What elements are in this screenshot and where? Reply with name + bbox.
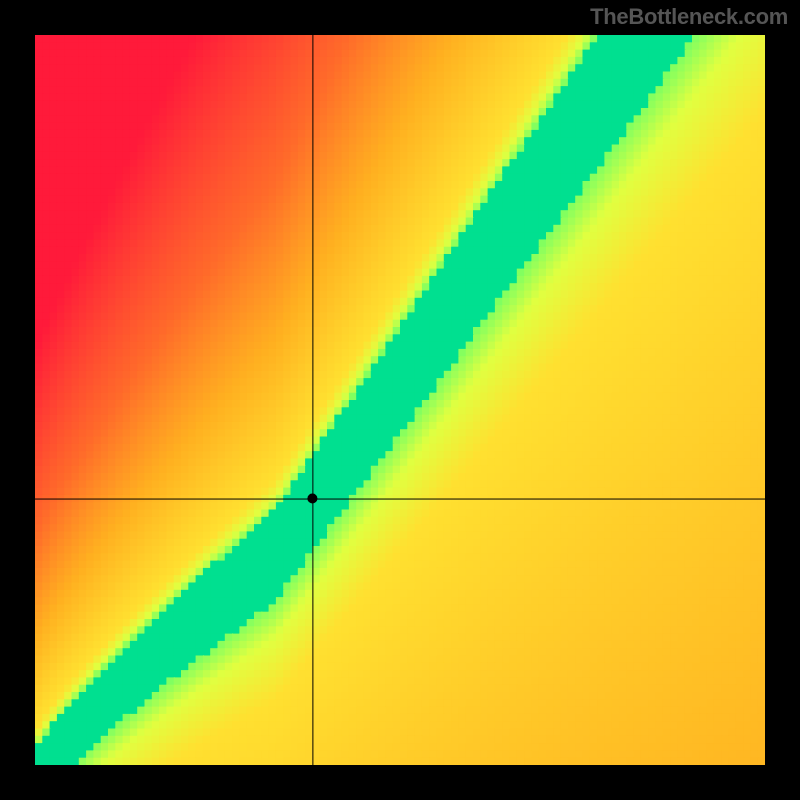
chart-container: TheBottleneck.com: [0, 0, 800, 800]
heatmap-plot: [35, 35, 765, 765]
watermark-text: TheBottleneck.com: [590, 4, 788, 30]
